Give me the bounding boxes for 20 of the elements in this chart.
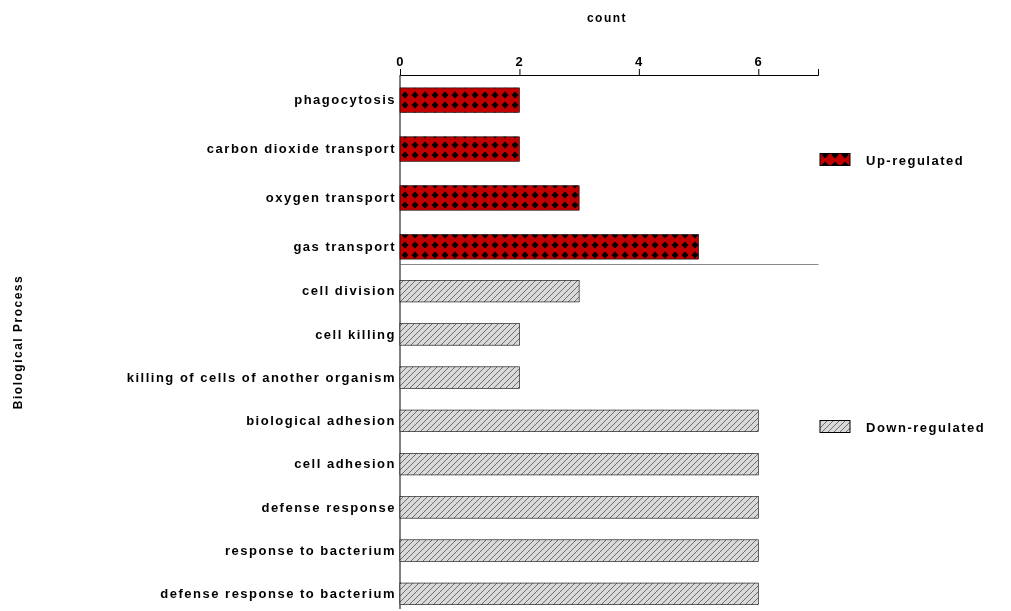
y-tick-label: oxygen transport: [265, 190, 396, 206]
y-tick-label: defense response: [261, 499, 396, 515]
x-tick-label: 0: [396, 54, 405, 69]
y-tick-label: gas transport: [293, 239, 396, 255]
y-tick-label: carbon dioxide transport: [206, 141, 396, 157]
y-tick-label: cell killing: [315, 326, 396, 342]
y-tick-label: phagocytosis: [294, 92, 396, 108]
legend-label: Up-regulated: [866, 152, 965, 168]
y-tick-label: cell adhesion: [294, 456, 396, 472]
y-tick-label: cell division: [302, 283, 396, 299]
x-tick-label: 4: [634, 54, 644, 69]
x-axis-title: count: [586, 11, 628, 25]
y-tick-label: killing of cells of another organism: [126, 369, 396, 385]
y-tick-label: defense response to bacterium: [160, 586, 396, 602]
y-axis-title: Biological Process: [11, 274, 25, 410]
y-tick-label: response to bacterium: [225, 542, 396, 558]
x-tick-label: 2: [515, 54, 525, 69]
x-tick-label: 6: [754, 54, 764, 69]
y-tick-label: biological adhesion: [246, 413, 396, 429]
legend-label: Down-regulated: [866, 419, 986, 435]
